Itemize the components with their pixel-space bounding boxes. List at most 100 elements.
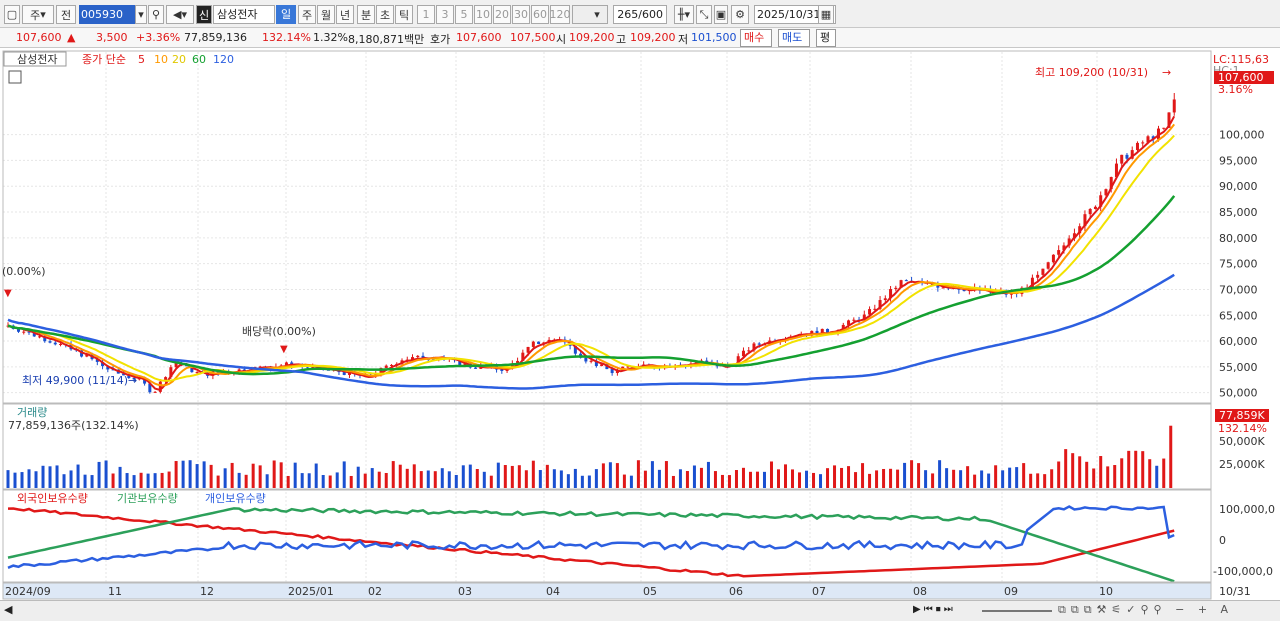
y-tick-3: 85,000 xyxy=(1219,206,1258,219)
volume-bar xyxy=(671,475,675,488)
price: 107,600 xyxy=(16,31,62,44)
scroll-bar[interactable]: ◀ ▶⏮⏹⏭ ⧉⧉⧉⚒⚟✓⚲⚲ − + A xyxy=(0,600,1280,621)
candle-body xyxy=(1162,127,1166,129)
candle-icon[interactable]: ╫▾ xyxy=(674,5,694,24)
candle-body xyxy=(516,360,520,364)
speaker-icon[interactable]: ◀▾ xyxy=(166,5,194,24)
volume-bar xyxy=(931,473,935,488)
volume-bar xyxy=(335,472,339,488)
interval-20[interactable]: 20 xyxy=(493,5,511,24)
tab-minute[interactable]: 분 xyxy=(357,5,375,24)
ma-line-20 xyxy=(7,134,1175,382)
playback-controls[interactable]: ▶⏮⏹⏭ xyxy=(913,604,956,615)
volume-bar xyxy=(83,474,87,488)
eval-button[interactable]: 평 xyxy=(816,29,836,47)
stock-name-field[interactable]: 삼성전자 xyxy=(213,5,275,24)
candle-body xyxy=(416,355,420,358)
candle-body xyxy=(889,289,893,299)
volume-bar xyxy=(286,475,290,488)
volume-bar xyxy=(980,470,984,488)
calendar-icon[interactable]: ▦ xyxy=(818,5,834,24)
candle-body xyxy=(1083,214,1087,227)
search-icon[interactable]: ⚲ xyxy=(148,5,164,24)
candle-body xyxy=(1099,195,1103,207)
zoom-tools[interactable]: ⧉⧉⧉⚒⚟✓⚲⚲ − + A xyxy=(1058,603,1234,616)
volume-bar xyxy=(237,472,241,488)
candle-body xyxy=(1151,136,1155,140)
candle-body xyxy=(185,365,189,367)
save-icon[interactable]: ▣ xyxy=(714,5,728,24)
interval-10[interactable]: 10 xyxy=(474,5,492,24)
gear-icon[interactable]: ⚙ xyxy=(731,5,749,24)
volume-bar xyxy=(139,472,143,488)
volume-bar xyxy=(1057,461,1061,488)
stock-code-input[interactable]: 005930 xyxy=(79,5,135,24)
count-max: /600 xyxy=(638,8,663,21)
interval-60[interactable]: 60 xyxy=(531,5,549,24)
candle-body xyxy=(531,341,535,347)
interval-1[interactable]: 1 xyxy=(417,5,435,24)
candle-body xyxy=(626,366,630,368)
volume-bar xyxy=(419,471,423,488)
period-type-select[interactable]: 주 ▾ xyxy=(22,5,54,24)
candle-body xyxy=(521,352,525,361)
candle-body xyxy=(1088,209,1092,215)
candle-body xyxy=(284,362,288,366)
candle-body xyxy=(1046,262,1050,269)
volume-tag-bg xyxy=(1215,409,1269,422)
candle-body xyxy=(132,377,136,380)
code-dropdown-icon[interactable]: ▾ xyxy=(135,5,147,24)
volume-bar xyxy=(20,472,24,488)
tab-year[interactable]: 년 xyxy=(336,5,354,24)
legend-ma10: 10 xyxy=(154,53,168,66)
high-note: 최고 109,200 (10/31) xyxy=(1035,66,1148,79)
legend-individual: 개인보유수량 xyxy=(205,492,266,505)
volume-bar xyxy=(321,475,325,488)
volume-bar xyxy=(223,468,227,488)
interval-120[interactable]: 120 xyxy=(550,5,571,24)
volume-bar xyxy=(1169,425,1173,488)
volume-bar xyxy=(118,466,122,488)
date-value: 2025/10/31 xyxy=(757,8,821,21)
tab-week[interactable]: 주 xyxy=(298,5,316,24)
volume: 77,859,136 xyxy=(184,31,247,44)
draw-icon[interactable]: ⤡ xyxy=(696,5,712,24)
candle-body xyxy=(1062,245,1066,251)
sell-button[interactable]: 매도 xyxy=(778,29,810,47)
open-label: 시 xyxy=(556,33,567,46)
tab-second[interactable]: 초 xyxy=(376,5,394,24)
stock-code-value: 005930 xyxy=(81,8,123,21)
window-icon[interactable]: ▢ xyxy=(4,5,20,24)
candle-body xyxy=(38,336,42,338)
volume-tag: 77,859K xyxy=(1219,409,1265,422)
tab-month[interactable]: 월 xyxy=(317,5,335,24)
volume-bar xyxy=(230,462,234,488)
candle-body xyxy=(95,359,99,362)
interval-custom-select[interactable]: ▾ xyxy=(572,5,608,24)
scroll-left-icon[interactable]: ◀ xyxy=(4,603,13,616)
volume-bar xyxy=(1050,469,1054,488)
volume-bar xyxy=(973,474,977,488)
chart-area[interactable]: 삼성전자 종가 단순 5 10 20 60 120 최고 109,200 (10… xyxy=(0,50,1280,600)
tab-tick[interactable]: 틱 xyxy=(395,5,413,24)
compare-button[interactable]: 전 xyxy=(56,5,76,24)
volume-bar xyxy=(363,473,367,488)
volume-bar xyxy=(272,460,276,488)
volume-bar xyxy=(293,462,297,488)
candle-body xyxy=(941,287,945,289)
candle-body xyxy=(106,366,110,370)
interval-5[interactable]: 5 xyxy=(455,5,473,24)
volume-bar xyxy=(706,461,710,488)
tab-day[interactable]: 일 xyxy=(276,5,296,24)
interval-3[interactable]: 3 xyxy=(436,5,454,24)
zoom-slider[interactable] xyxy=(982,610,1052,612)
count-field[interactable]: 265/600 xyxy=(613,5,667,24)
x-label-6: 04 xyxy=(546,585,560,598)
candle-body xyxy=(1130,150,1134,159)
interval-30[interactable]: 30 xyxy=(512,5,530,24)
candle-body xyxy=(474,367,478,369)
candle-body xyxy=(22,331,26,333)
volume-bar xyxy=(917,463,921,488)
buy-button[interactable]: 매수 xyxy=(740,29,772,47)
date-field[interactable]: 2025/10/31 xyxy=(754,5,836,24)
